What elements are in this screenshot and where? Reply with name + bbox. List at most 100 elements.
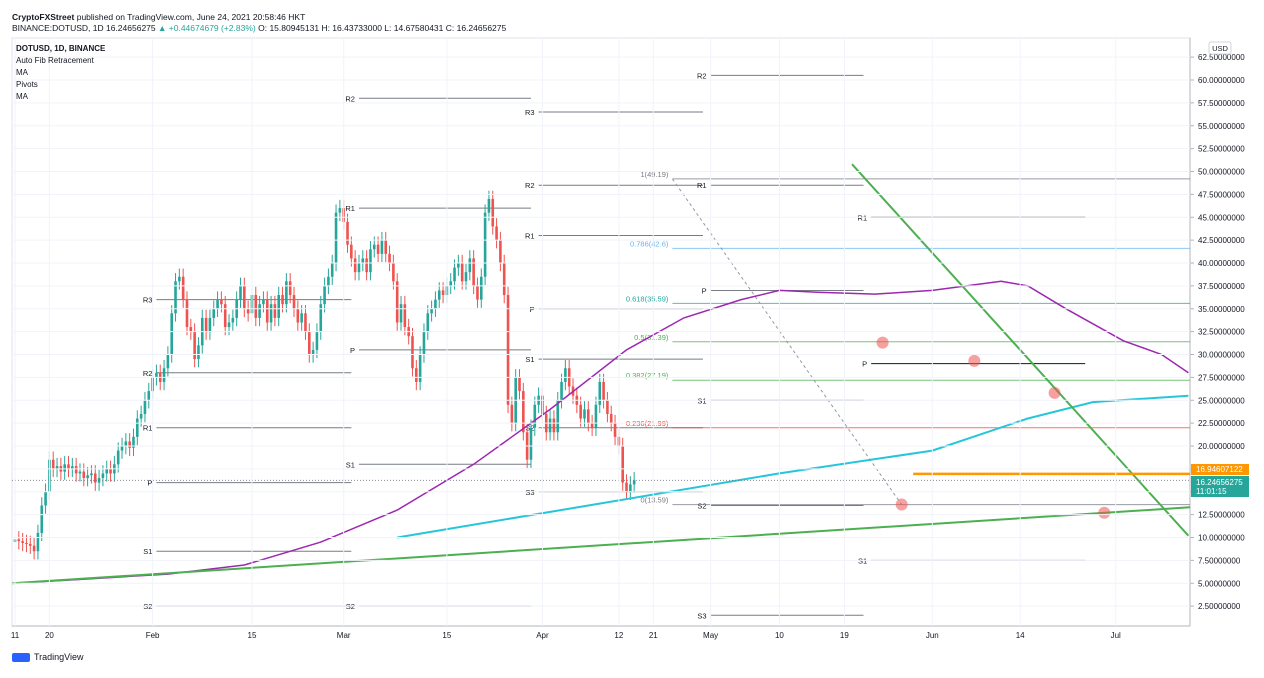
candle-body bbox=[399, 304, 403, 323]
pivot-label: P bbox=[147, 479, 152, 488]
last-price-tag: 16.24656275 11:01:15 bbox=[1191, 476, 1249, 497]
candle-body bbox=[602, 381, 605, 401]
pivot-label: S1 bbox=[143, 547, 152, 556]
candle-body bbox=[560, 381, 563, 401]
candle-body bbox=[564, 368, 567, 382]
candle-body bbox=[502, 263, 506, 296]
y-tick-label: 47.50000000 bbox=[1198, 190, 1245, 199]
y-tick-label: 37.50000000 bbox=[1198, 282, 1245, 291]
fib-label: 1(49.19) bbox=[640, 170, 668, 179]
pivot-label: R2 bbox=[697, 71, 707, 80]
y-tick-label: 62.50000000 bbox=[1198, 53, 1245, 62]
candle-body bbox=[629, 484, 632, 492]
legend-item-fib: Auto Fib Retracement bbox=[16, 56, 95, 65]
candle-body bbox=[74, 466, 78, 474]
candle-body bbox=[25, 542, 28, 544]
pivot-label: R1 bbox=[143, 424, 153, 433]
x-tick-label: May bbox=[703, 631, 718, 640]
y-tick-label: 10.00000000 bbox=[1198, 534, 1245, 543]
candle-body bbox=[361, 258, 365, 263]
candle-body bbox=[609, 413, 613, 424]
candle-body bbox=[319, 304, 323, 332]
y-tick-label: 27.50000000 bbox=[1198, 373, 1245, 382]
candle-body bbox=[147, 391, 151, 401]
tradingview-brand-text: TradingView bbox=[34, 652, 84, 662]
candle-body bbox=[487, 198, 491, 213]
pivot-label: R1 bbox=[525, 232, 535, 241]
candle-body bbox=[120, 446, 124, 451]
candle-body bbox=[590, 423, 594, 428]
fib-label: 0(13.59) bbox=[640, 496, 668, 505]
candle-body bbox=[109, 468, 112, 474]
candle-body bbox=[277, 295, 281, 318]
candle-body bbox=[220, 299, 223, 305]
y-tick-label: 40.00000000 bbox=[1198, 259, 1245, 268]
pivot-label: R1 bbox=[697, 181, 707, 190]
candle-body bbox=[246, 308, 250, 314]
candle-body bbox=[449, 281, 453, 286]
last-price-text: 16.24656275 bbox=[1196, 478, 1243, 487]
candle-body bbox=[522, 391, 525, 433]
candle-body bbox=[330, 263, 334, 277]
legend-item-ma-2: MA bbox=[16, 92, 29, 101]
tradingview-brand[interactable]: TradingView bbox=[12, 652, 84, 662]
candle-body bbox=[510, 404, 514, 424]
candle-body bbox=[430, 308, 433, 314]
time-axis[interactable]: 11 20 Feb 15 Mar 15 Apr 12 21 May 10 19 Jun 14 Jul bbox=[11, 38, 1121, 640]
pivot-label: P bbox=[702, 286, 707, 295]
candle-body bbox=[155, 372, 158, 378]
candle-body bbox=[288, 281, 292, 296]
candle-body bbox=[90, 473, 93, 476]
candle-body bbox=[132, 436, 135, 448]
candle-body bbox=[307, 331, 311, 355]
candle-body bbox=[296, 308, 300, 323]
x-tick-label: 20 bbox=[45, 631, 54, 640]
candle-body bbox=[143, 400, 147, 414]
x-tick-label: 15 bbox=[442, 631, 451, 640]
candle-body bbox=[323, 285, 326, 305]
y-tick-label: 25.00000000 bbox=[1198, 396, 1245, 405]
y-tick-label: 35.00000000 bbox=[1198, 305, 1245, 314]
candle-body bbox=[460, 263, 464, 282]
y-tick-label: 32.50000000 bbox=[1198, 328, 1245, 337]
pivot-label: R3 bbox=[143, 296, 153, 305]
candle-body bbox=[269, 304, 273, 323]
legend-item-ma-1: MA bbox=[16, 68, 29, 77]
candle-body bbox=[418, 354, 422, 382]
fib-label: 0.382(27.19) bbox=[626, 371, 669, 380]
candle-body bbox=[376, 244, 380, 254]
usd-unit-label: USD bbox=[1212, 44, 1228, 53]
candle-body bbox=[533, 404, 537, 428]
y-tick-label: 30.00000000 bbox=[1198, 351, 1245, 360]
highlight-marker bbox=[1048, 386, 1061, 399]
candle-body bbox=[491, 198, 495, 227]
candle-body bbox=[124, 441, 128, 446]
candle-body bbox=[193, 331, 196, 360]
price-axis[interactable]: 62.50000000 60.00000000 57.50000000 55.0000… bbox=[12, 53, 1245, 611]
fib-retracement: 1(49.19) 0.786(42.6) 0.618(35.59) 0.5(31.39… bbox=[626, 170, 1190, 506]
y-tick-label: 55.00000000 bbox=[1198, 122, 1245, 131]
candle-body bbox=[434, 299, 437, 309]
y-tick-label: 52.50000000 bbox=[1198, 145, 1245, 154]
candle-body bbox=[197, 345, 200, 360]
candle-body bbox=[457, 263, 460, 268]
usd-unit-box[interactable]: USD bbox=[1208, 41, 1232, 55]
candle-body bbox=[632, 480, 636, 485]
candle-body bbox=[300, 313, 303, 323]
x-tick-label: Apr bbox=[536, 631, 549, 640]
y-tick-label: 7.50000000 bbox=[1198, 556, 1241, 565]
rising-support-trendline bbox=[11, 506, 1191, 585]
pivot-label: R2 bbox=[525, 181, 535, 190]
candle-body bbox=[346, 221, 349, 245]
candle-body bbox=[621, 446, 624, 483]
candle-body bbox=[262, 299, 265, 305]
x-tick-label: 21 bbox=[649, 631, 658, 640]
candle-body bbox=[380, 240, 384, 254]
x-tick-label: Jul bbox=[1111, 631, 1121, 640]
y-tick-label: 60.00000000 bbox=[1198, 76, 1245, 85]
candle-body bbox=[437, 290, 441, 300]
candle-body bbox=[556, 400, 560, 433]
candle-body bbox=[32, 545, 36, 552]
candle-body bbox=[403, 304, 407, 328]
